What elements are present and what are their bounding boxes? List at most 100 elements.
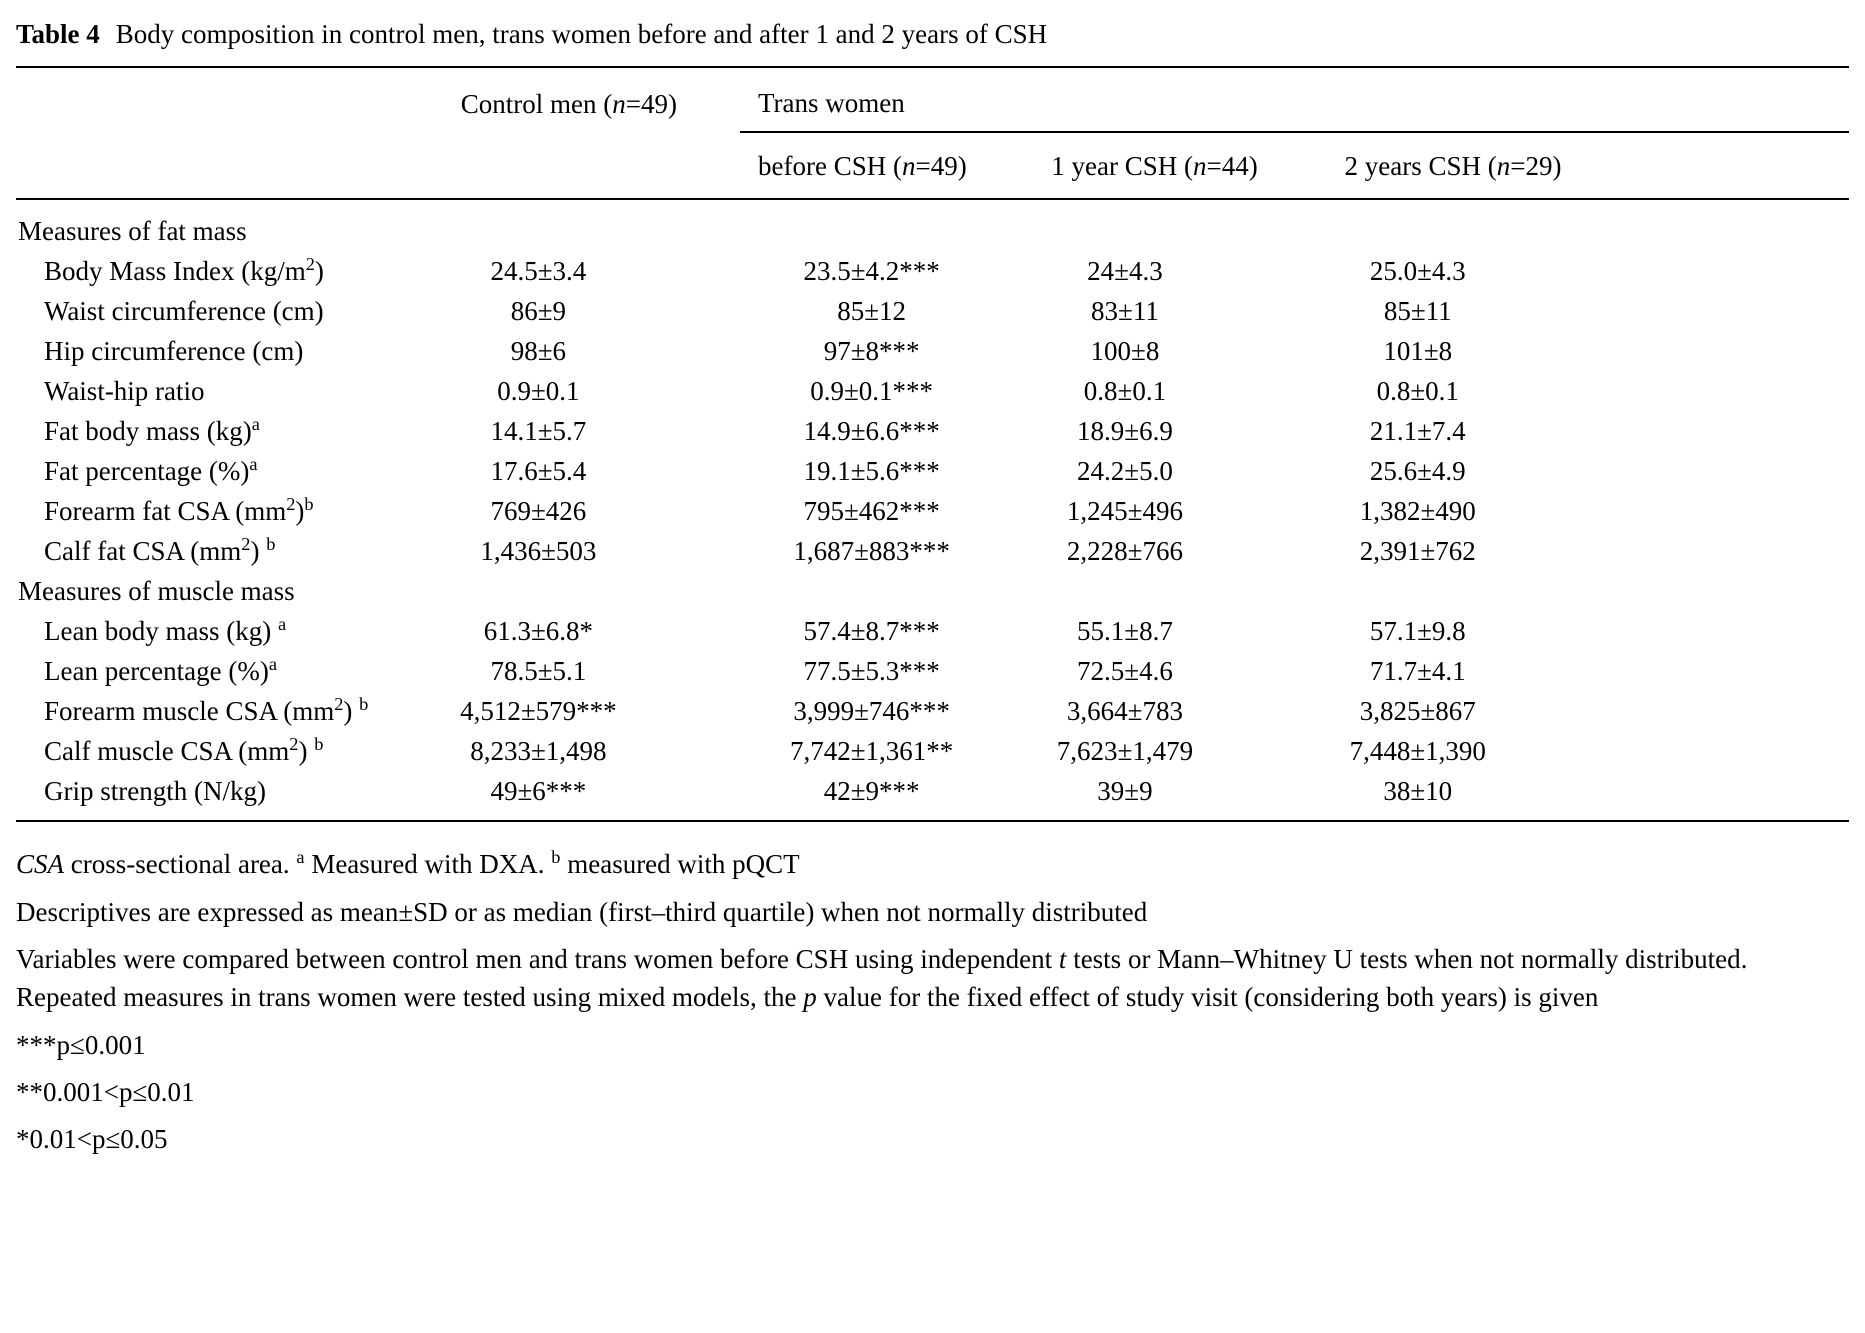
value-cell: 61.3±6.8* bbox=[483, 616, 594, 647]
value-cell: 19.1±5.6*** bbox=[803, 456, 940, 487]
row-label: Forearm fat CSA (mm2)b bbox=[44, 494, 314, 527]
header-control-men: Control men (n=49) bbox=[460, 89, 677, 120]
value-cell: 77.5±5.3*** bbox=[803, 656, 940, 687]
footnote-sig-level-001: ***p≤0.001 bbox=[16, 1029, 146, 1060]
value-cell: 8,233±1,498 bbox=[470, 736, 607, 767]
table-caption: Table 4 Body composition in control men, … bbox=[16, 12, 1849, 69]
table-row: Body Mass Index (kg/m2) 24.5±3.4 23.5±4.2*… bbox=[16, 251, 1849, 291]
row-label: Waist-hip ratio bbox=[44, 376, 205, 407]
row-label: Fat percentage (%)a bbox=[44, 454, 258, 487]
table-row: Forearm muscle CSA (mm2) b 4,512±579*** 3,… bbox=[16, 691, 1849, 731]
value-cell: 2,228±766 bbox=[1066, 536, 1183, 567]
value-cell: 39±9 bbox=[1033, 771, 1327, 823]
header-row-sub: before CSH (n=49) 1 year CSH (n=44) 2 ye… bbox=[16, 132, 1849, 201]
value-cell: 100±8 bbox=[1090, 336, 1160, 367]
value-cell: 72.5±4.6 bbox=[1077, 656, 1173, 687]
value-cell: 101±8 bbox=[1383, 336, 1453, 367]
value-cell: 25.6±4.9 bbox=[1369, 456, 1466, 487]
table-title-text: Body composition in control men, trans w… bbox=[115, 19, 1048, 49]
value-cell: 3,825±867 bbox=[1359, 696, 1476, 727]
section-row: Measures of fat mass bbox=[16, 199, 1849, 251]
value-cell: 86±9 bbox=[510, 296, 567, 327]
value-cell: 83±11 bbox=[1091, 296, 1159, 327]
value-cell: 57.1±9.8 bbox=[1369, 616, 1466, 647]
row-label: Body Mass Index (kg/m2) bbox=[44, 254, 324, 287]
value-cell: 25.0±4.3 bbox=[1369, 256, 1466, 287]
value-cell: 24±4.3 bbox=[1087, 256, 1163, 287]
table-row: Waist circumference (cm) 86±9 85±12 83±11 85… bbox=[16, 291, 1849, 331]
value-cell: 1,382±490 bbox=[1359, 496, 1476, 527]
value-cell: 57.4±8.7*** bbox=[803, 616, 940, 647]
value-cell: 38±10 bbox=[1326, 771, 1849, 823]
header-1-year-csh: 1 year CSH (n=44) bbox=[1033, 132, 1327, 201]
value-cell: 3,664±783 bbox=[1066, 696, 1183, 727]
table-row: Fat percentage (%)a 17.6±5.4 19.1±5.6*** 24… bbox=[16, 451, 1849, 491]
value-cell: 97±8*** bbox=[823, 336, 920, 367]
value-cell: 42±9*** bbox=[740, 771, 1034, 823]
header-row-groups: Control men (n=49) Trans women bbox=[16, 68, 1849, 134]
footnote-statistics: Variables were compared between control … bbox=[16, 944, 1748, 1013]
row-label: Calf fat CSA (mm2) b bbox=[44, 534, 276, 567]
footnotes: CSA cross-sectional area. a Measured wit… bbox=[16, 822, 1849, 1158]
value-cell: 55.1±8.7 bbox=[1077, 616, 1173, 647]
value-cell: 49±6*** bbox=[446, 771, 741, 823]
value-cell: 4,512±579*** bbox=[460, 696, 617, 727]
value-cell: 3,999±746*** bbox=[793, 696, 950, 727]
section-label: Measures of muscle mass bbox=[18, 576, 295, 607]
value-cell: 14.9±6.6*** bbox=[803, 416, 940, 447]
footnote-sig-level-05: *0.01<p≤0.05 bbox=[16, 1124, 168, 1155]
value-cell: 7,448±1,390 bbox=[1349, 736, 1486, 767]
table-body: Measures of fat mass Body Mass Index (kg/… bbox=[16, 199, 1849, 823]
value-cell: 21.1±7.4 bbox=[1369, 416, 1466, 447]
row-label: Hip circumference (cm) bbox=[44, 336, 304, 367]
table-row: Grip strength (N/kg) 49±6*** 42±9*** 39±9 38… bbox=[16, 771, 1849, 823]
subheader-empty-control bbox=[446, 132, 741, 201]
section-label: Measures of fat mass bbox=[18, 216, 247, 247]
value-cell: 14.1±5.7 bbox=[490, 416, 587, 447]
value-cell: 0.8±0.1 bbox=[1376, 376, 1459, 407]
value-cell: 71.7±4.1 bbox=[1369, 656, 1466, 687]
table-row: Waist-hip ratio 0.9±0.1 0.9±0.1*** 0.8±0.1 0… bbox=[16, 371, 1849, 411]
value-cell: 18.9±6.9 bbox=[1077, 416, 1173, 447]
value-cell: 17.6±5.4 bbox=[490, 456, 587, 487]
row-label: Grip strength (N/kg) bbox=[16, 771, 447, 823]
table-header: Control men (n=49) Trans women before CS… bbox=[16, 68, 1849, 201]
value-cell: 1,245±496 bbox=[1066, 496, 1183, 527]
table-row: Calf muscle CSA (mm2) b 8,233±1,498 7,742±… bbox=[16, 731, 1849, 771]
footnote-abbreviations: CSA cross-sectional area. a Measured wit… bbox=[16, 847, 800, 880]
footnote-descriptives: Descriptives are expressed as mean±SD or… bbox=[16, 896, 1148, 927]
table-row: Hip circumference (cm) 98±6 97±8*** 100±8 10… bbox=[16, 331, 1849, 371]
header-empty-cell bbox=[16, 68, 447, 132]
header-before-csh: before CSH (n=49) bbox=[740, 132, 1034, 201]
table-row: Lean body mass (kg) a 61.3±6.8* 57.4±8.7**… bbox=[16, 611, 1849, 651]
value-cell: 85±12 bbox=[837, 296, 907, 327]
value-cell: 24.2±5.0 bbox=[1077, 456, 1173, 487]
subheader-empty-label bbox=[16, 132, 447, 201]
row-label: Calf muscle CSA (mm2) b bbox=[44, 734, 324, 767]
row-label: Forearm muscle CSA (mm2) b bbox=[44, 694, 369, 727]
header-2-years-csh: 2 years CSH (n=29) bbox=[1326, 132, 1849, 201]
table-row: Fat body mass (kg)a 14.1±5.7 14.9±6.6*** 18… bbox=[16, 411, 1849, 451]
value-cell: 795±462*** bbox=[803, 496, 940, 527]
value-cell: 1,687±883*** bbox=[793, 536, 950, 567]
value-cell: 23.5±4.2*** bbox=[803, 256, 940, 287]
value-cell: 7,742±1,361** bbox=[789, 736, 954, 767]
section-row: Measures of muscle mass bbox=[16, 571, 1849, 611]
table-row: Calf fat CSA (mm2) b 1,436±503 1,687±883**… bbox=[16, 531, 1849, 571]
footnote-sig-level-01: **0.001<p≤0.01 bbox=[16, 1077, 195, 1108]
row-label: Waist circumference (cm) bbox=[44, 296, 324, 327]
value-cell: 98±6 bbox=[510, 336, 567, 367]
table-row: Lean percentage (%)a 78.5±5.1 77.5±5.3*** 7… bbox=[16, 651, 1849, 691]
value-cell: 769±426 bbox=[490, 496, 587, 527]
value-cell: 24.5±3.4 bbox=[490, 256, 587, 287]
value-cell: 0.9±0.1*** bbox=[810, 376, 934, 407]
value-cell: 0.8±0.1 bbox=[1083, 376, 1167, 407]
value-cell: 0.9±0.1 bbox=[497, 376, 580, 407]
body-composition-table: Control men (n=49) Trans women before CS… bbox=[16, 68, 1849, 823]
header-trans-women-group: Trans women bbox=[740, 68, 1849, 134]
row-label: Fat body mass (kg)a bbox=[44, 414, 260, 447]
value-cell: 7,623±1,479 bbox=[1056, 736, 1194, 767]
value-cell: 2,391±762 bbox=[1359, 536, 1476, 567]
value-cell: 78.5±5.1 bbox=[490, 656, 587, 687]
value-cell: 1,436±503 bbox=[480, 536, 597, 567]
